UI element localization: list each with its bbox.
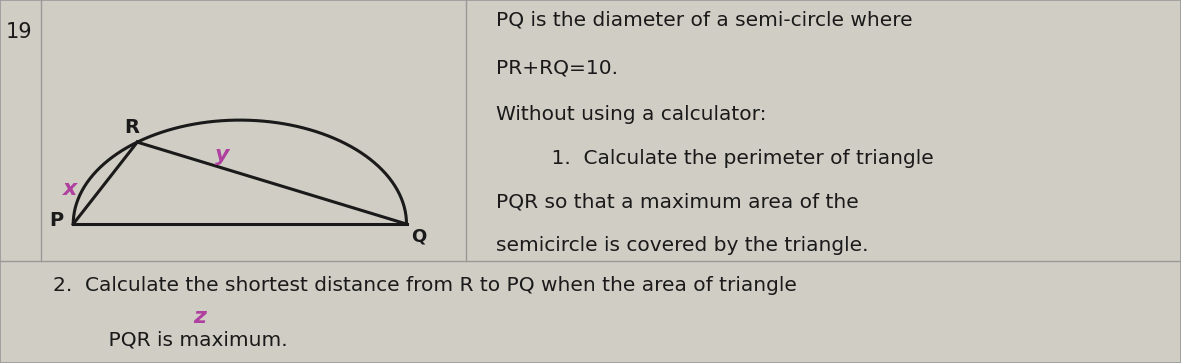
Text: y: y — [215, 145, 229, 166]
Text: 19: 19 — [6, 22, 33, 42]
Text: Q: Q — [411, 228, 426, 246]
Text: R: R — [124, 118, 139, 137]
Text: semicircle is covered by the triangle.: semicircle is covered by the triangle. — [496, 236, 868, 255]
Text: 1.  Calculate the perimeter of triangle: 1. Calculate the perimeter of triangle — [526, 149, 933, 168]
Text: PR+RQ=10.: PR+RQ=10. — [496, 58, 618, 77]
Text: P: P — [50, 211, 64, 230]
Text: 2.  Calculate the shortest distance from R to PQ when the area of triangle: 2. Calculate the shortest distance from … — [53, 276, 797, 295]
Text: Without using a calculator:: Without using a calculator: — [496, 105, 766, 124]
Text: x: x — [63, 179, 77, 199]
Text: z: z — [194, 307, 207, 327]
Text: PQR so that a maximum area of the: PQR so that a maximum area of the — [496, 192, 859, 211]
Text: PQR is maximum.: PQR is maximum. — [83, 330, 287, 349]
Text: PQ is the diameter of a semi-circle where: PQ is the diameter of a semi-circle wher… — [496, 11, 913, 30]
